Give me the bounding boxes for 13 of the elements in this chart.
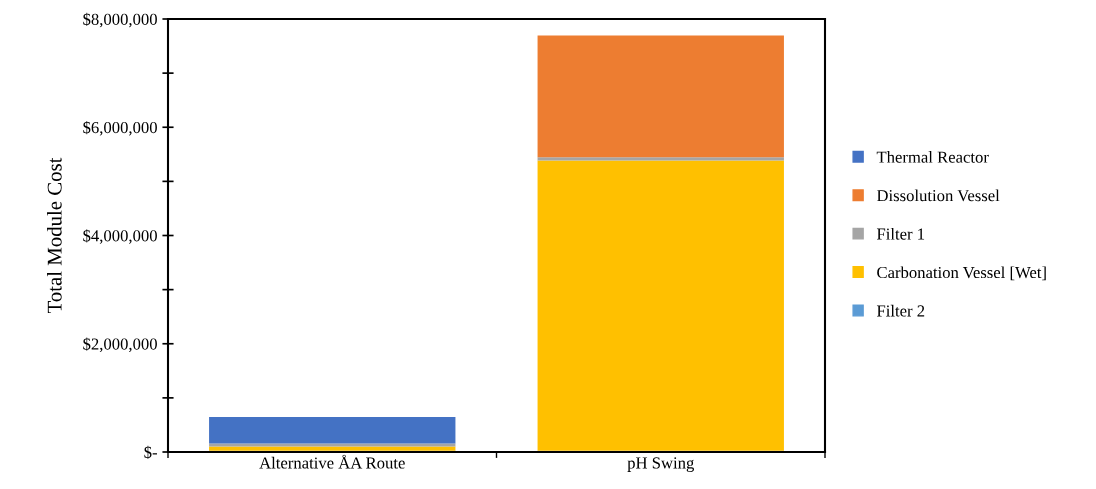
y-tick-label: $4,000,000	[83, 229, 157, 244]
x-tick-label: pH Swing	[627, 457, 694, 472]
legend-label: Dissolution Vessel	[876, 189, 1000, 202]
legend-label: Filter 2	[876, 304, 925, 317]
y-tick-label: $8,000,000	[83, 12, 157, 28]
y-tick-label: $6,000,000	[83, 120, 157, 136]
legend-label: Filter 1	[876, 227, 925, 240]
y-tick-label: $-	[144, 445, 157, 460]
legend-label: Carbonation Vessel [Wet]	[877, 266, 1046, 281]
x-tick-label: Alternative ÅA Route	[259, 454, 405, 469]
y-axis-title: Total Module Cost	[47, 157, 62, 314]
y-tick-label: $2,000,000	[83, 337, 157, 353]
legend-label: Thermal Reactor	[876, 151, 989, 163]
